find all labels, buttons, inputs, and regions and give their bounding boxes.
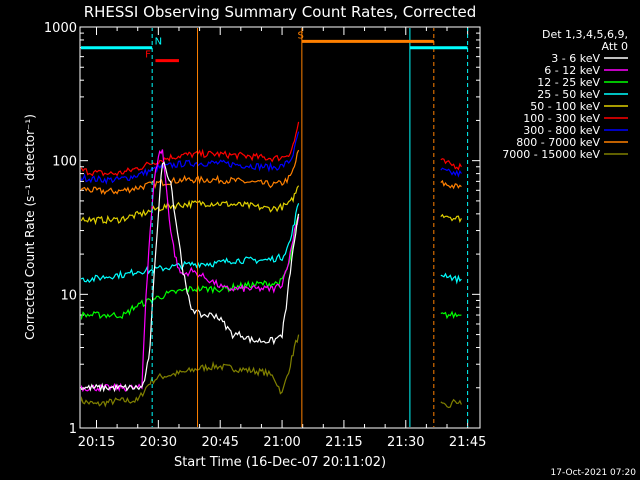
legend-label: 25 - 50 keV — [537, 88, 600, 101]
series-line — [81, 149, 300, 195]
series-line — [440, 272, 462, 285]
y-tick-label: 1000 — [44, 21, 77, 36]
x-tick-label: 20:45 — [201, 435, 238, 450]
legend-header-line-1: Det 1,3,4,5,6,9, — [542, 28, 628, 41]
series-line — [81, 149, 300, 393]
footer-timestamp: 17-Oct-2021 07:20 — [551, 468, 637, 478]
series-line — [81, 334, 300, 408]
series-line — [81, 213, 300, 321]
x-tick-label: 21:30 — [387, 435, 424, 450]
x-tick-label: 21:45 — [449, 435, 486, 450]
y-axis-label: Corrected Count Rate (s⁻¹ detector⁻¹) — [23, 114, 37, 340]
legend-label: 3 - 6 keV — [551, 52, 600, 65]
series-line — [81, 161, 300, 393]
state-label: N — [155, 37, 162, 48]
legend-label: 50 - 100 keV — [530, 100, 600, 113]
y-tick-label: 10 — [60, 288, 77, 303]
series-line — [81, 131, 300, 185]
state-label: F — [145, 50, 151, 61]
legend-label: 800 - 7000 keV — [516, 136, 600, 149]
series-line — [440, 310, 462, 320]
y-tick-label: 1 — [69, 422, 77, 437]
series-line — [440, 179, 462, 190]
plot-area: 1 10 100 1000 20:15 20:30 20:45 21:00 21:15 21:30… — [44, 21, 486, 450]
series-group: NF S — [81, 28, 469, 427]
x-tick-label: 20:15 — [78, 435, 115, 450]
legend-label: 12 - 25 keV — [537, 76, 600, 89]
legend-label: 100 - 300 keV — [523, 112, 600, 125]
series-line — [81, 203, 300, 284]
series-line — [440, 158, 462, 171]
series-line — [81, 185, 300, 226]
plot-frame — [79, 26, 481, 429]
series-line — [440, 167, 462, 178]
x-tick-label: 20:30 — [140, 435, 177, 450]
series-line — [440, 213, 462, 224]
y-tick-label: 100 — [52, 155, 77, 170]
series-line — [81, 121, 300, 177]
x-tick-label: 21:00 — [263, 435, 300, 450]
state-label: S — [297, 30, 303, 41]
x-axis-label: Start Time (16-Dec-07 20:11:02) — [174, 455, 386, 470]
chart-title: RHESSI Observing Summary Count Rates, Co… — [84, 3, 477, 21]
legend-label: 6 - 12 keV — [544, 64, 600, 77]
legend-label: 7000 - 15000 keV — [502, 148, 600, 161]
series-line — [440, 398, 462, 409]
x-tick-label: 21:15 — [325, 435, 362, 450]
legend-label: 300 - 800 keV — [523, 124, 600, 137]
legend-header-line-2: Att 0 — [602, 40, 628, 53]
